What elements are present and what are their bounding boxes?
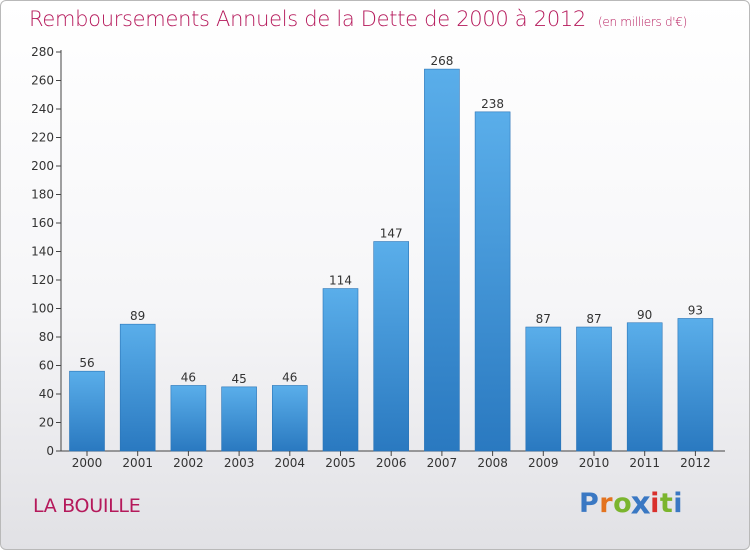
bar-value-label: 90 bbox=[637, 308, 652, 322]
y-tick-label: 160 bbox=[31, 216, 54, 230]
x-tick-label: 2009 bbox=[528, 456, 559, 470]
y-tick-label: 80 bbox=[39, 330, 54, 344]
proxiti-logo-letter: o bbox=[613, 488, 633, 519]
proxiti-logo-letter: x bbox=[630, 485, 652, 522]
bar-value-label: 87 bbox=[536, 312, 551, 326]
bar bbox=[170, 385, 207, 452]
x-tick-label: 2002 bbox=[173, 456, 204, 470]
bar-value-label: 93 bbox=[688, 303, 703, 317]
bar bbox=[221, 386, 257, 452]
x-tick-label: 2000 bbox=[72, 456, 103, 470]
bar-value-label: 45 bbox=[231, 372, 246, 386]
proxiti-logo-letter: i bbox=[650, 488, 660, 519]
x-tick-label: 2006 bbox=[376, 456, 407, 470]
x-tick-label: 2008 bbox=[477, 456, 508, 470]
bar-value-label: 114 bbox=[329, 274, 352, 288]
y-tick-label: 200 bbox=[31, 159, 54, 173]
proxiti-logo-letter: i bbox=[673, 488, 684, 519]
commune-name: LA BOUILLE bbox=[33, 495, 141, 517]
x-tick-label: 2001 bbox=[122, 456, 153, 470]
x-tick-label: 2012 bbox=[680, 456, 711, 470]
y-tick-label: 140 bbox=[31, 245, 54, 259]
bar bbox=[626, 322, 663, 452]
bar bbox=[525, 326, 562, 452]
x-tick-label: 2005 bbox=[325, 456, 356, 470]
y-tick-label: 220 bbox=[31, 131, 54, 145]
bar-value-label: 147 bbox=[380, 227, 403, 241]
y-tick-label: 20 bbox=[39, 416, 54, 430]
bar-value-label: 268 bbox=[430, 54, 453, 68]
bar bbox=[677, 318, 714, 452]
chart-unit: (en milliers d'€) bbox=[598, 15, 688, 29]
y-tick-label: 120 bbox=[31, 273, 54, 287]
chart-axes: 0 20 40 60 80 100 120 140 160 180 200 220 240 260 280 bbox=[31, 45, 725, 458]
x-tick-label: 2004 bbox=[275, 456, 306, 470]
y-tick-label: 180 bbox=[31, 188, 54, 202]
y-tick-label: 40 bbox=[39, 387, 54, 401]
y-tick-label: 0 bbox=[46, 444, 54, 458]
x-tick-label: 2007 bbox=[427, 456, 458, 470]
y-tick-label: 100 bbox=[31, 302, 54, 316]
bar bbox=[373, 241, 410, 452]
bar bbox=[474, 111, 511, 452]
proxiti-logo-letter: r bbox=[599, 488, 614, 519]
bar bbox=[576, 326, 612, 452]
bar bbox=[119, 323, 156, 452]
chart-title-text: Remboursements Annuels de la Dette de 20… bbox=[29, 7, 586, 31]
bar bbox=[69, 370, 105, 452]
proxiti-logo-letter: P bbox=[579, 488, 600, 519]
chart-title: Remboursements Annuels de la Dette de 20… bbox=[29, 7, 687, 31]
y-tick-label: 260 bbox=[31, 74, 54, 88]
bar bbox=[424, 68, 460, 452]
x-tick-label: 2003 bbox=[224, 456, 255, 470]
proxiti-logo: Proxiti bbox=[579, 485, 684, 522]
bar-value-label: 56 bbox=[79, 356, 94, 370]
y-tick-label: 60 bbox=[39, 359, 54, 373]
bar bbox=[271, 385, 308, 452]
y-tick-label: 280 bbox=[31, 45, 54, 59]
chart-bars: 56 2000 89 2001 46 2002 45 2003 46 2004 114 2005 147… bbox=[69, 54, 714, 470]
bar bbox=[322, 288, 359, 452]
bar-value-label: 46 bbox=[282, 370, 297, 384]
proxiti-logo-letter: t bbox=[659, 488, 674, 519]
bar-value-label: 46 bbox=[181, 370, 196, 384]
y-tick-label: 240 bbox=[31, 102, 54, 116]
bar-value-label: 89 bbox=[130, 309, 145, 323]
bar-value-label: 238 bbox=[481, 97, 504, 111]
x-tick-label: 2011 bbox=[629, 456, 660, 470]
bar-value-label: 87 bbox=[586, 312, 601, 326]
x-tick-label: 2010 bbox=[579, 456, 610, 470]
